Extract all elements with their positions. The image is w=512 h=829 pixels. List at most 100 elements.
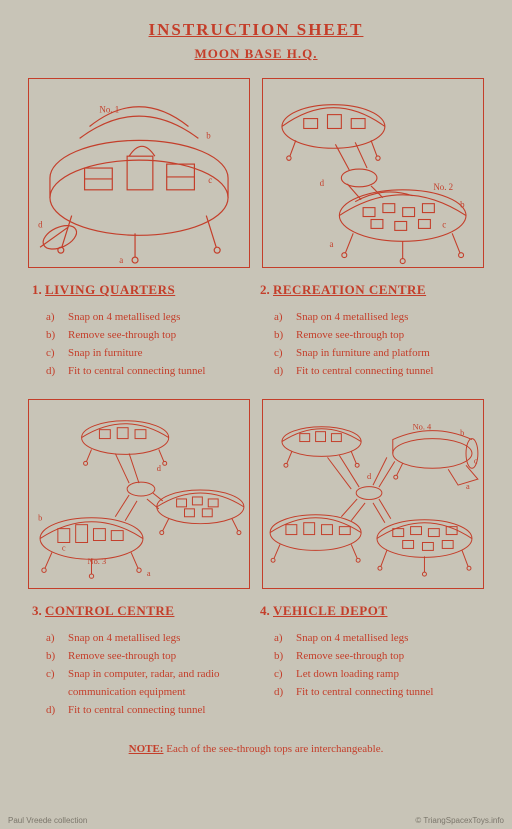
step-text: Let down loading ramp: [296, 665, 484, 683]
svg-text:c: c: [474, 456, 478, 465]
svg-text:b: b: [460, 428, 464, 437]
credit-left: Paul Vreede collection: [8, 816, 87, 825]
step-item: c)Snap in furniture: [46, 344, 256, 362]
step-letter: a): [274, 308, 296, 326]
steps-list-4: a)Snap on 4 metallised legs b)Remove see…: [274, 629, 484, 702]
step-item: a)Snap on 4 metallised legs: [46, 629, 256, 647]
step-letter: c): [46, 665, 68, 701]
section-heading-1: 1. LIVING QUARTERS: [32, 282, 256, 298]
section-number: 4.: [260, 603, 270, 618]
step-item: c)Snap in furniture and platform: [274, 344, 484, 362]
step-letter: b): [46, 326, 68, 344]
step-letter: b): [274, 326, 296, 344]
step-text: Remove see-through top: [296, 326, 484, 344]
page-title: INSTRUCTION SHEET: [28, 20, 484, 40]
step-item: d)Fit to central connecting tunnel: [274, 362, 484, 380]
step-item: b)Remove see-through top: [274, 647, 484, 665]
step-item: a)Snap on 4 metallised legs: [274, 308, 484, 326]
step-text: Snap on 4 metallised legs: [68, 629, 256, 647]
step-item: c)Let down loading ramp: [274, 665, 484, 683]
step-letter: c): [46, 344, 68, 362]
step-item: b)Remove see-through top: [46, 647, 256, 665]
section-heading-2: 2. RECREATION CENTRE: [260, 282, 484, 298]
section-number: 3.: [32, 603, 42, 618]
svg-text:d: d: [367, 472, 372, 481]
step-letter: d): [46, 362, 68, 380]
svg-text:b: b: [460, 200, 465, 210]
footer-note: NOTE: Each of the see-through tops are i…: [28, 743, 484, 755]
module-label-1: No. 1: [99, 105, 119, 115]
step-text: Fit to central connecting tunnel: [296, 683, 484, 701]
panel-control-centre: No. 3 b c a d 3. CONTROL CENTRE a)Snap o…: [28, 399, 256, 738]
step-item: d)Fit to central connecting tunnel: [46, 701, 256, 719]
svg-text:a: a: [329, 239, 333, 249]
page-subtitle: MOON BASE H.Q.: [28, 46, 484, 62]
step-text: Snap on 4 metallised legs: [296, 629, 484, 647]
svg-text:d: d: [157, 464, 162, 473]
step-item: d)Fit to central connecting tunnel: [274, 683, 484, 701]
instruction-sheet: INSTRUCTION SHEET MOON BASE H.Q.: [0, 0, 512, 829]
steps-list-3: a)Snap on 4 metallised legs b)Remove see…: [46, 629, 256, 720]
svg-text:a: a: [466, 482, 470, 491]
step-text: Snap on 4 metallised legs: [68, 308, 256, 326]
panels-grid: No. 1 b c a d 1. LIVING QUARTERS a)Snap …: [28, 78, 484, 737]
step-text: Snap in computer, radar, and radio commu…: [68, 665, 256, 701]
illustration-2: No. 2 b c a d: [262, 78, 484, 268]
section-name: LIVING QUARTERS: [45, 282, 175, 297]
illustration-4: No. 4 b c a d: [262, 399, 484, 589]
step-text: Snap in furniture: [68, 344, 256, 362]
svg-text:c: c: [62, 543, 66, 552]
credit-right: © TriangSpacexToys.info: [415, 816, 504, 825]
panel-recreation-centre: No. 2 b c a d 2. RECREATION CENTRE a)Sna…: [256, 78, 484, 399]
step-item: d)Fit to central connecting tunnel: [46, 362, 256, 380]
step-text: Fit to central connecting tunnel: [68, 362, 256, 380]
step-text: Fit to central connecting tunnel: [68, 701, 256, 719]
step-text: Fit to central connecting tunnel: [296, 362, 484, 380]
step-item: a)Snap on 4 metallised legs: [46, 308, 256, 326]
svg-text:c: c: [442, 219, 446, 229]
step-text: Remove see-through top: [68, 326, 256, 344]
svg-text:c: c: [208, 175, 212, 185]
svg-text:d: d: [38, 219, 43, 229]
section-number: 1.: [32, 282, 42, 297]
svg-text:a: a: [147, 569, 151, 578]
step-letter: a): [274, 629, 296, 647]
section-heading-4: 4. VEHICLE DEPOT: [260, 603, 484, 619]
step-letter: d): [46, 701, 68, 719]
note-label: NOTE:: [129, 743, 164, 755]
step-item: a)Snap on 4 metallised legs: [274, 629, 484, 647]
step-letter: d): [274, 362, 296, 380]
step-item: b)Remove see-through top: [46, 326, 256, 344]
steps-list-2: a)Snap on 4 metallised legs b)Remove see…: [274, 308, 484, 381]
section-name: CONTROL CENTRE: [45, 603, 174, 618]
steps-list-1: a)Snap on 4 metallised legs b)Remove see…: [46, 308, 256, 381]
svg-text:d: d: [320, 178, 325, 188]
section-heading-3: 3. CONTROL CENTRE: [32, 603, 256, 619]
module-label-3: No. 3: [88, 557, 107, 566]
panel-vehicle-depot: No. 4 b c a d 4. VEHICLE DEPOT a)Snap on…: [256, 399, 484, 738]
step-letter: b): [274, 647, 296, 665]
step-letter: a): [46, 308, 68, 326]
step-item: b)Remove see-through top: [274, 326, 484, 344]
step-letter: b): [46, 647, 68, 665]
illustration-1: No. 1 b c a d: [28, 78, 250, 268]
svg-text:a: a: [119, 255, 123, 265]
step-text: Remove see-through top: [296, 647, 484, 665]
section-number: 2.: [260, 282, 270, 297]
note-text: Each of the see-through tops are interch…: [163, 743, 383, 755]
step-item: c)Snap in computer, radar, and radio com…: [46, 665, 256, 701]
illustration-3: No. 3 b c a d: [28, 399, 250, 589]
step-letter: c): [274, 665, 296, 683]
step-text: Snap on 4 metallised legs: [296, 308, 484, 326]
section-name: RECREATION CENTRE: [273, 282, 426, 297]
step-letter: d): [274, 683, 296, 701]
step-letter: c): [274, 344, 296, 362]
module-label-4: No. 4: [413, 422, 432, 431]
module-label-2: No. 2: [433, 182, 453, 192]
svg-text:b: b: [206, 130, 211, 140]
svg-text:b: b: [38, 513, 42, 522]
step-text: Remove see-through top: [68, 647, 256, 665]
section-name: VEHICLE DEPOT: [273, 603, 388, 618]
panel-living-quarters: No. 1 b c a d 1. LIVING QUARTERS a)Snap …: [28, 78, 256, 399]
step-text: Snap in furniture and platform: [296, 344, 484, 362]
